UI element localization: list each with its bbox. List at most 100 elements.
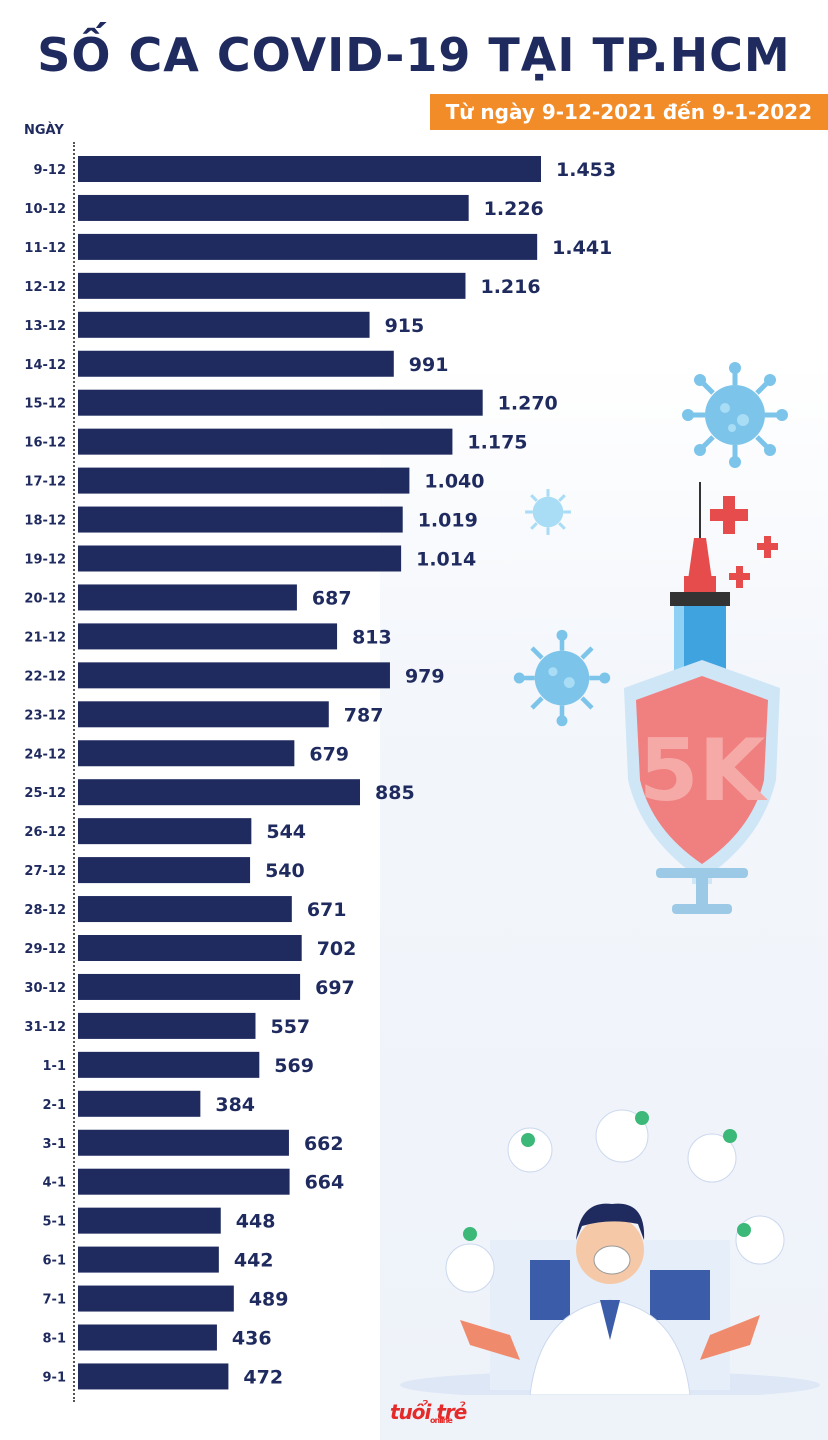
category-label: 12-12 xyxy=(24,280,66,295)
bar xyxy=(78,818,252,845)
bar xyxy=(78,506,403,533)
bar xyxy=(78,973,301,1000)
virus-icon xyxy=(682,362,788,468)
category-label: 23-12 xyxy=(24,708,66,723)
category-label: 3-1 xyxy=(43,1137,67,1152)
bar xyxy=(78,156,541,182)
value-label: 569 xyxy=(274,1055,314,1077)
value-label: 885 xyxy=(375,782,415,804)
category-label: 26-12 xyxy=(24,825,66,840)
value-label: 544 xyxy=(266,821,306,843)
bar xyxy=(78,701,329,728)
category-label: 29-12 xyxy=(24,942,66,957)
bar xyxy=(78,1285,234,1312)
bar xyxy=(78,389,483,416)
bar xyxy=(78,545,402,572)
category-label: 11-12 xyxy=(24,241,66,256)
category-label: 15-12 xyxy=(24,397,66,412)
bar xyxy=(78,311,370,338)
category-label: 27-12 xyxy=(24,864,66,879)
value-label: 384 xyxy=(215,1094,255,1116)
category-label: 18-12 xyxy=(24,514,66,529)
category-label: 31-12 xyxy=(24,1020,66,1035)
bar xyxy=(78,272,466,299)
category-label: 13-12 xyxy=(24,319,66,334)
category-label: 1-1 xyxy=(43,1059,67,1074)
bar xyxy=(78,779,361,806)
category-label: 10-12 xyxy=(24,202,66,217)
virus-icon xyxy=(513,629,611,727)
bar xyxy=(78,857,251,884)
bar xyxy=(78,584,297,611)
category-label: 8-1 xyxy=(43,1332,67,1347)
bar xyxy=(78,623,338,650)
value-label: 702 xyxy=(317,938,357,960)
virus-icon xyxy=(525,489,571,535)
value-label: 557 xyxy=(270,1016,310,1038)
value-label: 1.019 xyxy=(418,510,478,532)
value-label: 1.453 xyxy=(556,159,616,181)
value-label: 679 xyxy=(309,743,349,765)
syringe-icon: 5K xyxy=(624,482,780,914)
category-label: 14-12 xyxy=(24,358,66,373)
bar xyxy=(78,896,292,923)
bar xyxy=(78,194,469,221)
value-label: 436 xyxy=(232,1328,272,1350)
value-label: 662 xyxy=(304,1133,344,1155)
category-label: 9-12 xyxy=(33,163,66,178)
bar xyxy=(78,740,295,767)
category-label: 9-1 xyxy=(43,1370,67,1385)
category-label: 24-12 xyxy=(24,747,66,762)
bar xyxy=(78,1051,260,1078)
category-label: 16-12 xyxy=(24,436,66,451)
category-label: 4-1 xyxy=(43,1176,67,1191)
value-label: 472 xyxy=(243,1366,283,1388)
bar xyxy=(78,1207,221,1234)
category-label: 2-1 xyxy=(43,1098,67,1113)
value-label: 1.226 xyxy=(484,198,544,220)
value-label: 664 xyxy=(305,1172,345,1194)
value-label: 442 xyxy=(234,1250,274,1272)
value-label: 1.216 xyxy=(480,276,540,298)
value-label: 671 xyxy=(307,899,347,921)
category-label: 17-12 xyxy=(24,475,66,490)
category-axis-line xyxy=(73,142,75,1402)
bar xyxy=(78,350,394,377)
value-label: 1.175 xyxy=(467,432,527,454)
bar xyxy=(78,1363,229,1390)
brand-logo: tuổi trẻ online xyxy=(390,1400,467,1425)
bar xyxy=(78,428,453,455)
bar xyxy=(78,233,538,260)
bar xyxy=(78,1129,289,1156)
value-label: 540 xyxy=(265,860,305,882)
date-range-badge: Từ ngày 9-12-2021 đến 9-1-2022 xyxy=(429,94,828,130)
value-label: 687 xyxy=(312,587,352,609)
category-label: 21-12 xyxy=(24,630,66,645)
bar xyxy=(78,467,410,494)
category-label: 20-12 xyxy=(24,591,66,606)
bar xyxy=(78,1090,201,1117)
category-label: 5-1 xyxy=(43,1215,67,1230)
value-label: 697 xyxy=(315,977,355,999)
value-label: 1.014 xyxy=(416,549,476,571)
bar xyxy=(78,1012,256,1039)
page-title: SỐ CA COVID-19 TẠI TP.HCM xyxy=(37,28,791,82)
value-label: 979 xyxy=(405,665,445,687)
category-label: 7-1 xyxy=(43,1293,67,1308)
bar xyxy=(78,935,302,961)
value-label: 813 xyxy=(352,626,392,648)
bar xyxy=(78,1324,217,1351)
bar xyxy=(78,1246,219,1273)
value-label: 787 xyxy=(344,704,384,726)
value-label: 991 xyxy=(409,354,449,376)
category-label: 30-12 xyxy=(24,981,66,996)
category-label: 22-12 xyxy=(24,669,66,684)
doctor-icon xyxy=(400,1109,820,1395)
value-label: 1.441 xyxy=(552,237,612,259)
shield-text: 5K xyxy=(639,721,769,821)
bar xyxy=(78,1168,290,1195)
category-label: 6-1 xyxy=(43,1254,67,1269)
category-label: 25-12 xyxy=(24,786,66,801)
value-label: 1.040 xyxy=(424,471,484,493)
